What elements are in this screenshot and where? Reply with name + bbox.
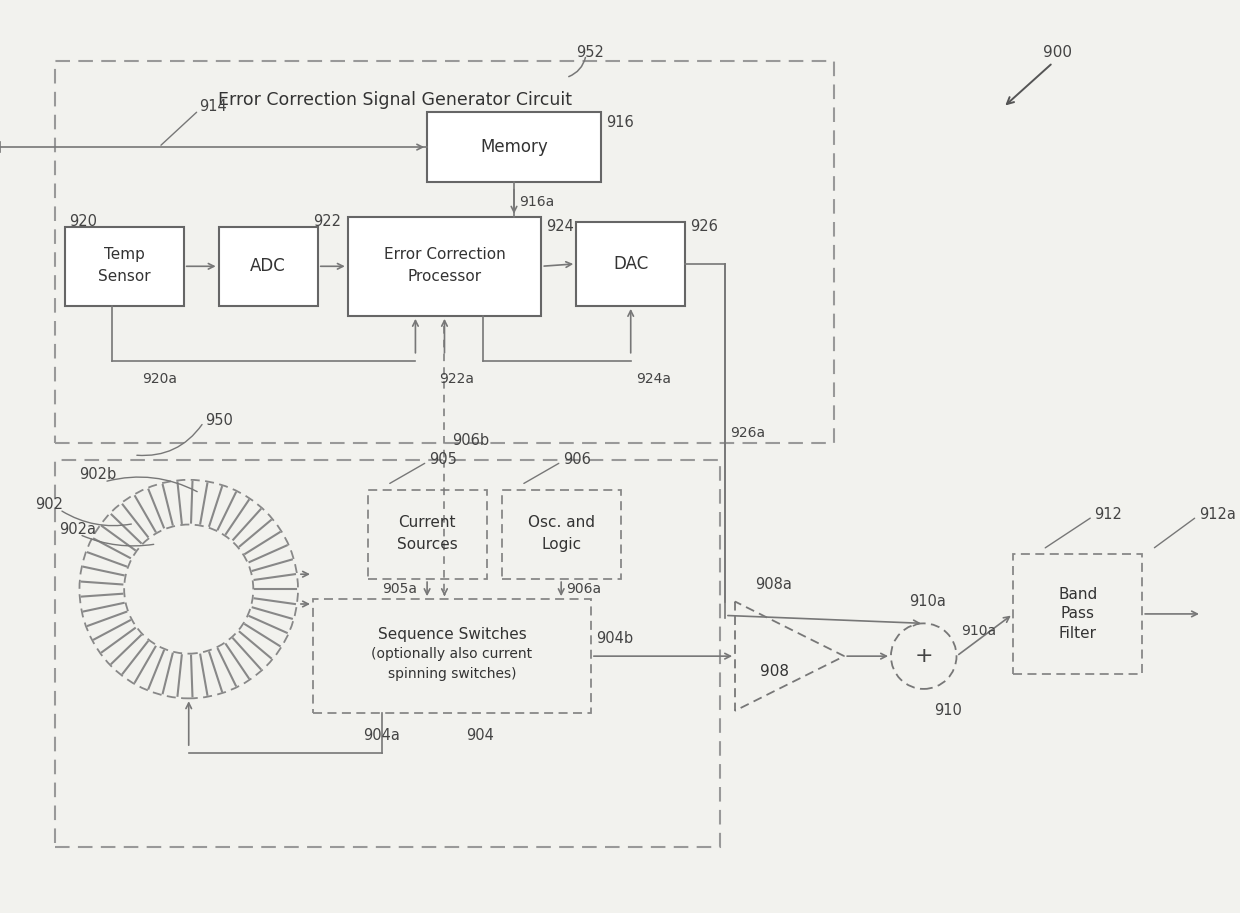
- Bar: [427, 112, 601, 182]
- Bar: [64, 226, 184, 306]
- Text: 926a: 926a: [730, 425, 765, 440]
- Text: 904: 904: [466, 728, 494, 742]
- Text: 952: 952: [577, 46, 604, 60]
- Text: 906: 906: [563, 453, 591, 467]
- Text: 906a: 906a: [567, 582, 601, 596]
- Text: 902a: 902a: [60, 522, 97, 537]
- Circle shape: [124, 525, 253, 654]
- Text: 910: 910: [934, 703, 961, 719]
- Text: 904b: 904b: [596, 631, 634, 645]
- Bar: [218, 226, 317, 306]
- Text: Processor: Processor: [408, 268, 481, 284]
- Bar: [577, 222, 686, 306]
- Text: 910a: 910a: [909, 594, 946, 609]
- Text: 910a: 910a: [961, 624, 997, 638]
- Bar: [502, 489, 621, 579]
- Text: Temp: Temp: [104, 247, 145, 262]
- Circle shape: [892, 624, 956, 689]
- Text: 900: 900: [1043, 46, 1071, 60]
- Text: 914: 914: [198, 99, 227, 114]
- Text: spinning switches): spinning switches): [388, 667, 516, 681]
- Text: Sources: Sources: [397, 537, 458, 551]
- Text: Sequence Switches: Sequence Switches: [377, 627, 526, 642]
- Text: DAC: DAC: [613, 255, 649, 273]
- Text: 916a: 916a: [520, 194, 554, 209]
- Text: 908a: 908a: [755, 577, 792, 593]
- Text: 908: 908: [760, 664, 789, 678]
- Text: 912: 912: [1095, 507, 1122, 522]
- Text: 950: 950: [206, 413, 233, 428]
- Text: +: +: [914, 646, 932, 666]
- Text: 924: 924: [547, 219, 574, 234]
- Text: 912a: 912a: [1199, 507, 1236, 522]
- Text: Current: Current: [398, 515, 456, 530]
- Text: Filter: Filter: [1059, 626, 1096, 641]
- Text: Memory: Memory: [480, 138, 548, 156]
- Bar: [55, 460, 720, 847]
- Text: ADC: ADC: [250, 257, 286, 276]
- Text: (optionally also current: (optionally also current: [371, 647, 532, 661]
- Text: 922: 922: [312, 214, 341, 229]
- Text: 916: 916: [606, 115, 634, 130]
- Text: 924a: 924a: [636, 372, 671, 385]
- Text: Pass: Pass: [1060, 606, 1095, 622]
- Bar: [347, 216, 542, 316]
- Text: Sensor: Sensor: [98, 268, 150, 284]
- Text: 904a: 904a: [363, 728, 399, 742]
- Text: 906b: 906b: [453, 433, 490, 447]
- Text: Error Correction: Error Correction: [383, 247, 506, 262]
- Text: 902b: 902b: [79, 467, 117, 482]
- Text: 902: 902: [35, 498, 63, 512]
- Text: 905: 905: [429, 453, 458, 467]
- Text: Error Correction Signal Generator Circuit: Error Correction Signal Generator Circui…: [218, 91, 572, 110]
- Text: 905a: 905a: [382, 582, 418, 596]
- Text: Band: Band: [1058, 586, 1097, 602]
- Bar: [367, 489, 486, 579]
- Bar: [1013, 554, 1142, 674]
- Bar: [312, 599, 591, 713]
- Text: 920a: 920a: [143, 372, 177, 385]
- Text: Logic: Logic: [541, 537, 582, 551]
- Text: 926: 926: [691, 219, 718, 234]
- Text: Osc. and: Osc. and: [528, 515, 595, 530]
- Bar: [55, 60, 835, 443]
- Text: 922a: 922a: [439, 372, 475, 385]
- Text: 920: 920: [69, 214, 98, 229]
